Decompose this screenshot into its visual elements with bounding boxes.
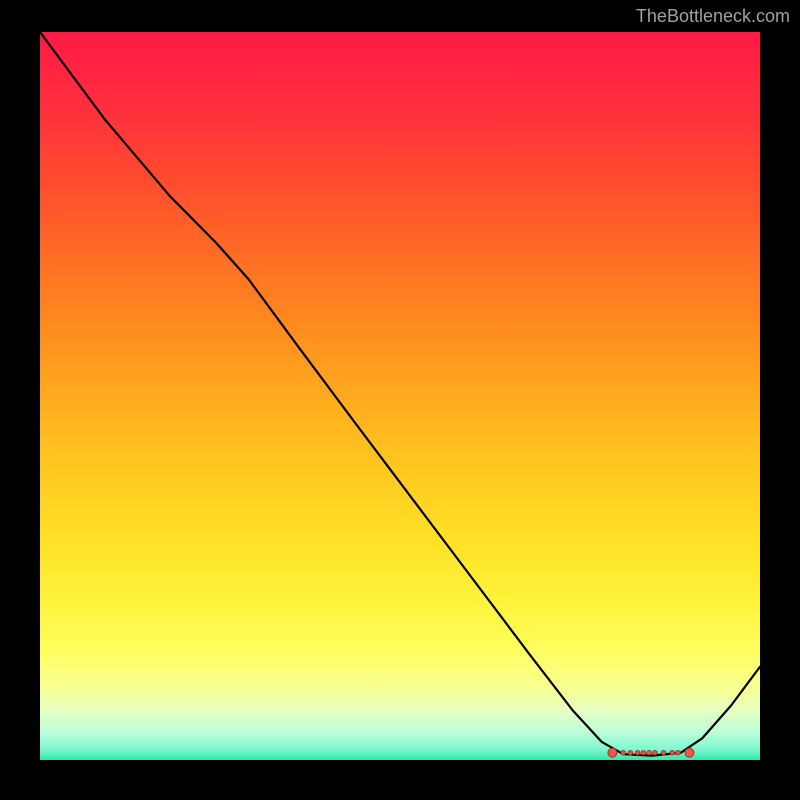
chart-markers xyxy=(40,32,760,760)
chart-marker xyxy=(608,748,617,757)
chart-marker xyxy=(628,751,632,755)
chart-plot-area xyxy=(40,32,760,760)
chart-marker xyxy=(685,748,694,757)
watermark-text: TheBottleneck.com xyxy=(636,6,790,27)
chart-marker xyxy=(647,751,651,755)
chart-marker xyxy=(676,751,680,755)
chart-marker xyxy=(653,751,657,755)
chart-marker xyxy=(635,751,639,755)
chart-container: TheBottleneck.com xyxy=(0,0,800,800)
chart-marker xyxy=(641,751,645,755)
chart-marker xyxy=(661,751,665,755)
chart-marker xyxy=(670,751,674,755)
chart-marker xyxy=(621,751,625,755)
